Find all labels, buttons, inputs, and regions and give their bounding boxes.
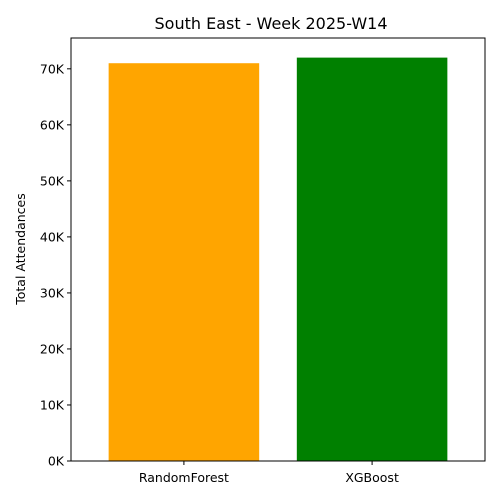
- chart-title: South East - Week 2025-W14: [155, 14, 388, 33]
- bar-randomforest: [108, 63, 260, 462]
- y-tick-label: 70K: [40, 61, 65, 76]
- y-axis-label: Total Attendances: [13, 193, 28, 306]
- y-tick-label: 50K: [40, 173, 65, 188]
- x-tick-label: XGBoost: [345, 470, 399, 485]
- bar-xgboost: [296, 57, 448, 461]
- bars: [108, 57, 448, 462]
- plot-frame: [70, 37, 486, 462]
- y-tick-label: 40K: [40, 229, 65, 244]
- axes-frame: [70, 37, 486, 462]
- x-tick-label: RandomForest: [139, 470, 229, 485]
- x-axis-ticks: RandomForest XGBoost: [139, 461, 399, 485]
- y-tick-label: 30K: [40, 285, 65, 300]
- y-tick-label: 20K: [40, 341, 65, 356]
- y-tick-label: 10K: [40, 397, 65, 412]
- y-tick-label: 60K: [40, 117, 65, 132]
- y-axis-ticks: 0K 10K 20K 30K 40K 50K 60K 70K: [40, 61, 71, 469]
- y-tick-label: 0K: [48, 454, 65, 469]
